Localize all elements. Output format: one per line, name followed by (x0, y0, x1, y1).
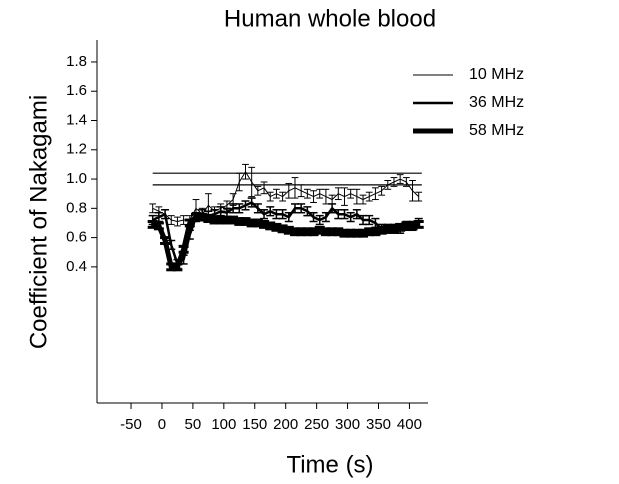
x-axis-label: Time (s) (286, 451, 373, 478)
y-tick-label: 0.8 (66, 199, 87, 216)
error-bar (266, 191, 274, 202)
error-bar (167, 215, 175, 225)
error-bar (328, 194, 336, 205)
error-bar (161, 209, 170, 220)
y-tick-label: 1.2 (66, 141, 87, 158)
y-tick-label: 1.6 (66, 82, 87, 99)
error-bar (278, 209, 287, 220)
error-bar (322, 188, 330, 205)
error-bar (235, 203, 244, 214)
error-bar (409, 180, 416, 202)
error-bar (254, 185, 262, 196)
x-tick-label: 300 (335, 416, 360, 433)
legend-label: 10 MHz (469, 66, 524, 83)
error-bar (248, 166, 256, 198)
y-axis-label: Coefficient of Nakagami (25, 95, 52, 349)
series-line (152, 171, 420, 222)
error-bar (315, 214, 324, 226)
error-bar (172, 262, 183, 272)
y-tick-label: 1.4 (66, 111, 87, 128)
error-bar (260, 181, 268, 195)
y-tick-label: 1.0 (66, 170, 87, 187)
chart-title: Human whole blood (224, 5, 436, 32)
error-bar (297, 184, 305, 198)
x-tick-label: 150 (242, 416, 267, 433)
x-tick-label: -50 (120, 416, 142, 433)
error-bar (340, 209, 349, 220)
legend-label: 36 MHz (469, 94, 524, 111)
error-bar (273, 188, 280, 199)
error-bar (178, 244, 189, 254)
error-bar (353, 188, 361, 205)
y-tick-label: 0.4 (66, 258, 87, 275)
error-bar (316, 188, 324, 199)
error-bar (413, 220, 424, 229)
error-bar (279, 191, 287, 202)
x-tick-label: 400 (397, 416, 422, 433)
error-bar (365, 214, 374, 226)
x-tick-label: 200 (273, 416, 298, 433)
x-tick-label: 350 (366, 416, 391, 433)
error-bar (341, 187, 348, 206)
error-bar (174, 216, 181, 227)
x-tick-label: 50 (185, 416, 202, 433)
error-bar (334, 187, 342, 201)
error-bar (365, 191, 373, 202)
x-tick-label: 0 (158, 416, 166, 433)
legend-label: 58 MHz (469, 122, 524, 139)
error-bar (297, 203, 306, 214)
y-tick-label: 0.6 (66, 229, 87, 246)
x-tick-label: 250 (304, 416, 329, 433)
error-bar (390, 177, 398, 187)
error-bar (285, 182, 293, 199)
error-bar (402, 177, 410, 187)
error-bar (303, 206, 312, 217)
error-bar (346, 211, 355, 223)
error-bar (266, 206, 275, 217)
error-bar (253, 203, 262, 214)
error-bar (153, 221, 164, 231)
x-tick-label: 100 (211, 416, 236, 433)
error-bar (309, 211, 318, 223)
error-bar (384, 180, 392, 190)
error-bar (160, 236, 171, 245)
error-bar (347, 188, 355, 199)
error-bar (378, 185, 385, 196)
error-bar (372, 187, 379, 201)
error-bar (328, 203, 337, 214)
error-bar (359, 194, 367, 205)
error-bar (149, 203, 157, 214)
error-bar (415, 191, 423, 202)
error-bar (247, 197, 256, 208)
error-bar (242, 163, 249, 180)
error-bar (396, 174, 404, 184)
error-bar (235, 172, 243, 192)
y-tick-label: 1.8 (66, 53, 87, 70)
error-bar (241, 200, 250, 211)
error-bar (303, 188, 311, 199)
error-bar (291, 177, 299, 199)
error-bar (310, 190, 317, 203)
error-bar (352, 209, 361, 220)
